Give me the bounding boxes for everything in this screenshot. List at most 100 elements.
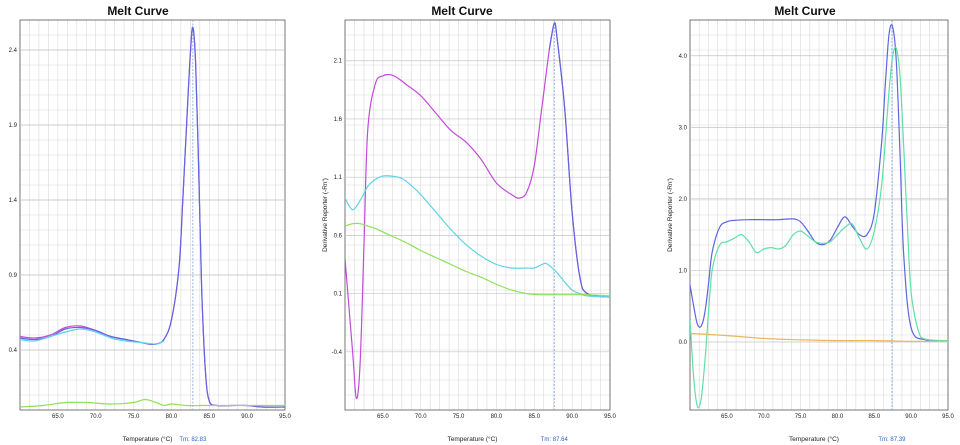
x-axis-label: Temperature (°C)	[123, 435, 173, 443]
data-point	[20, 339, 21, 340]
data-point	[49, 336, 51, 337]
y-tick-label: 0.1	[334, 292, 343, 298]
data-point	[822, 242, 824, 244]
data-point	[480, 255, 482, 257]
data-point	[690, 332, 691, 334]
data-point	[707, 312, 709, 314]
data-point	[556, 294, 558, 296]
x-tick-label: 95.0	[942, 414, 954, 420]
data-point	[405, 241, 407, 243]
data-point	[170, 319, 172, 321]
data-point	[189, 52, 191, 54]
data-point	[389, 175, 391, 177]
y-tick-label: 1.0	[679, 268, 688, 274]
data-point	[420, 250, 422, 251]
data-point	[571, 211, 573, 213]
data-point	[345, 197, 346, 199]
data-point	[511, 267, 513, 269]
data-point	[397, 77, 399, 79]
data-point	[866, 234, 868, 236]
data-point	[64, 331, 66, 333]
data-point	[892, 55, 894, 57]
data-point	[541, 106, 543, 108]
x-tick-label: 80.0	[166, 414, 178, 420]
data-point	[829, 241, 831, 243]
chart-3: Melt Curve 0.0 1.0 2.0 3.0 4.0 65.0 70.0 75.0 80.…	[667, 4, 954, 443]
data-point	[763, 219, 765, 221]
data-point	[748, 241, 750, 243]
data-point	[733, 219, 735, 221]
x-tick-label: 70.0	[758, 414, 770, 420]
y-tick-label: 0.4	[9, 348, 18, 354]
data-point	[80, 325, 82, 327]
chart-title: Melt Curve	[774, 4, 836, 18]
tm-label: Tm: 87.39	[878, 437, 906, 443]
data-point	[755, 252, 757, 254]
data-point	[586, 294, 588, 296]
data-point	[719, 227, 720, 228]
data-point	[367, 225, 369, 227]
data-point	[201, 405, 203, 406]
data-point	[873, 212, 875, 214]
x-tick-label: 80.0	[832, 414, 844, 420]
data-point	[778, 219, 779, 221]
data-point	[435, 211, 437, 213]
data-point	[382, 175, 384, 177]
data-point	[556, 37, 558, 38]
data-point	[526, 191, 528, 193]
data-point	[34, 340, 36, 342]
data-point	[192, 27, 194, 28]
data-point	[405, 83, 407, 85]
data-point	[881, 184, 883, 186]
data-point	[690, 284, 691, 286]
data-point	[690, 320, 691, 322]
data-point	[480, 159, 482, 161]
data-point	[866, 248, 868, 250]
data-point	[163, 339, 165, 340]
data-point	[836, 227, 838, 228]
x-tick-label: 70.0	[415, 414, 427, 420]
data-point	[579, 293, 581, 295]
data-point	[733, 237, 735, 239]
data-point	[726, 221, 728, 223]
data-point	[822, 244, 824, 246]
data-point	[564, 106, 566, 108]
chart-2: Melt Curve -0.4 0.1 0.6 1.1 1.6 2.1 65.0 70.0 75.…	[322, 4, 616, 443]
data-point	[836, 340, 838, 342]
data-point	[859, 237, 860, 239]
data-point	[807, 230, 809, 232]
x-tick-label: 65.0	[52, 414, 64, 420]
data-point	[778, 248, 779, 250]
data-point	[899, 155, 901, 157]
data-point	[899, 76, 901, 78]
data-point	[359, 362, 361, 364]
data-point	[800, 221, 802, 223]
y-tick-label: 2.4	[9, 48, 18, 54]
data-point	[586, 295, 588, 297]
series-line-2	[548, 22, 610, 298]
data-point	[910, 291, 912, 293]
data-point	[495, 182, 497, 184]
x-tick-label: 75.0	[128, 414, 140, 420]
data-point	[389, 74, 391, 76]
data-point	[367, 186, 369, 187]
data-point	[382, 75, 384, 77]
data-point	[465, 141, 467, 143]
data-point	[609, 295, 610, 297]
data-point	[420, 95, 422, 97]
data-point	[198, 169, 200, 171]
data-point	[910, 327, 912, 329]
y-tick-label: 2.0	[679, 197, 688, 203]
data-point	[359, 223, 361, 225]
data-point	[545, 262, 547, 264]
x-tick-label: 90.0	[905, 414, 917, 420]
data-point	[110, 403, 112, 405]
data-point	[925, 338, 927, 340]
y-tick-label: 0.6	[334, 233, 343, 239]
data-point	[873, 230, 875, 232]
data-point	[763, 337, 765, 339]
data-point	[155, 402, 157, 403]
data-point	[182, 199, 184, 201]
data-point	[829, 239, 831, 241]
